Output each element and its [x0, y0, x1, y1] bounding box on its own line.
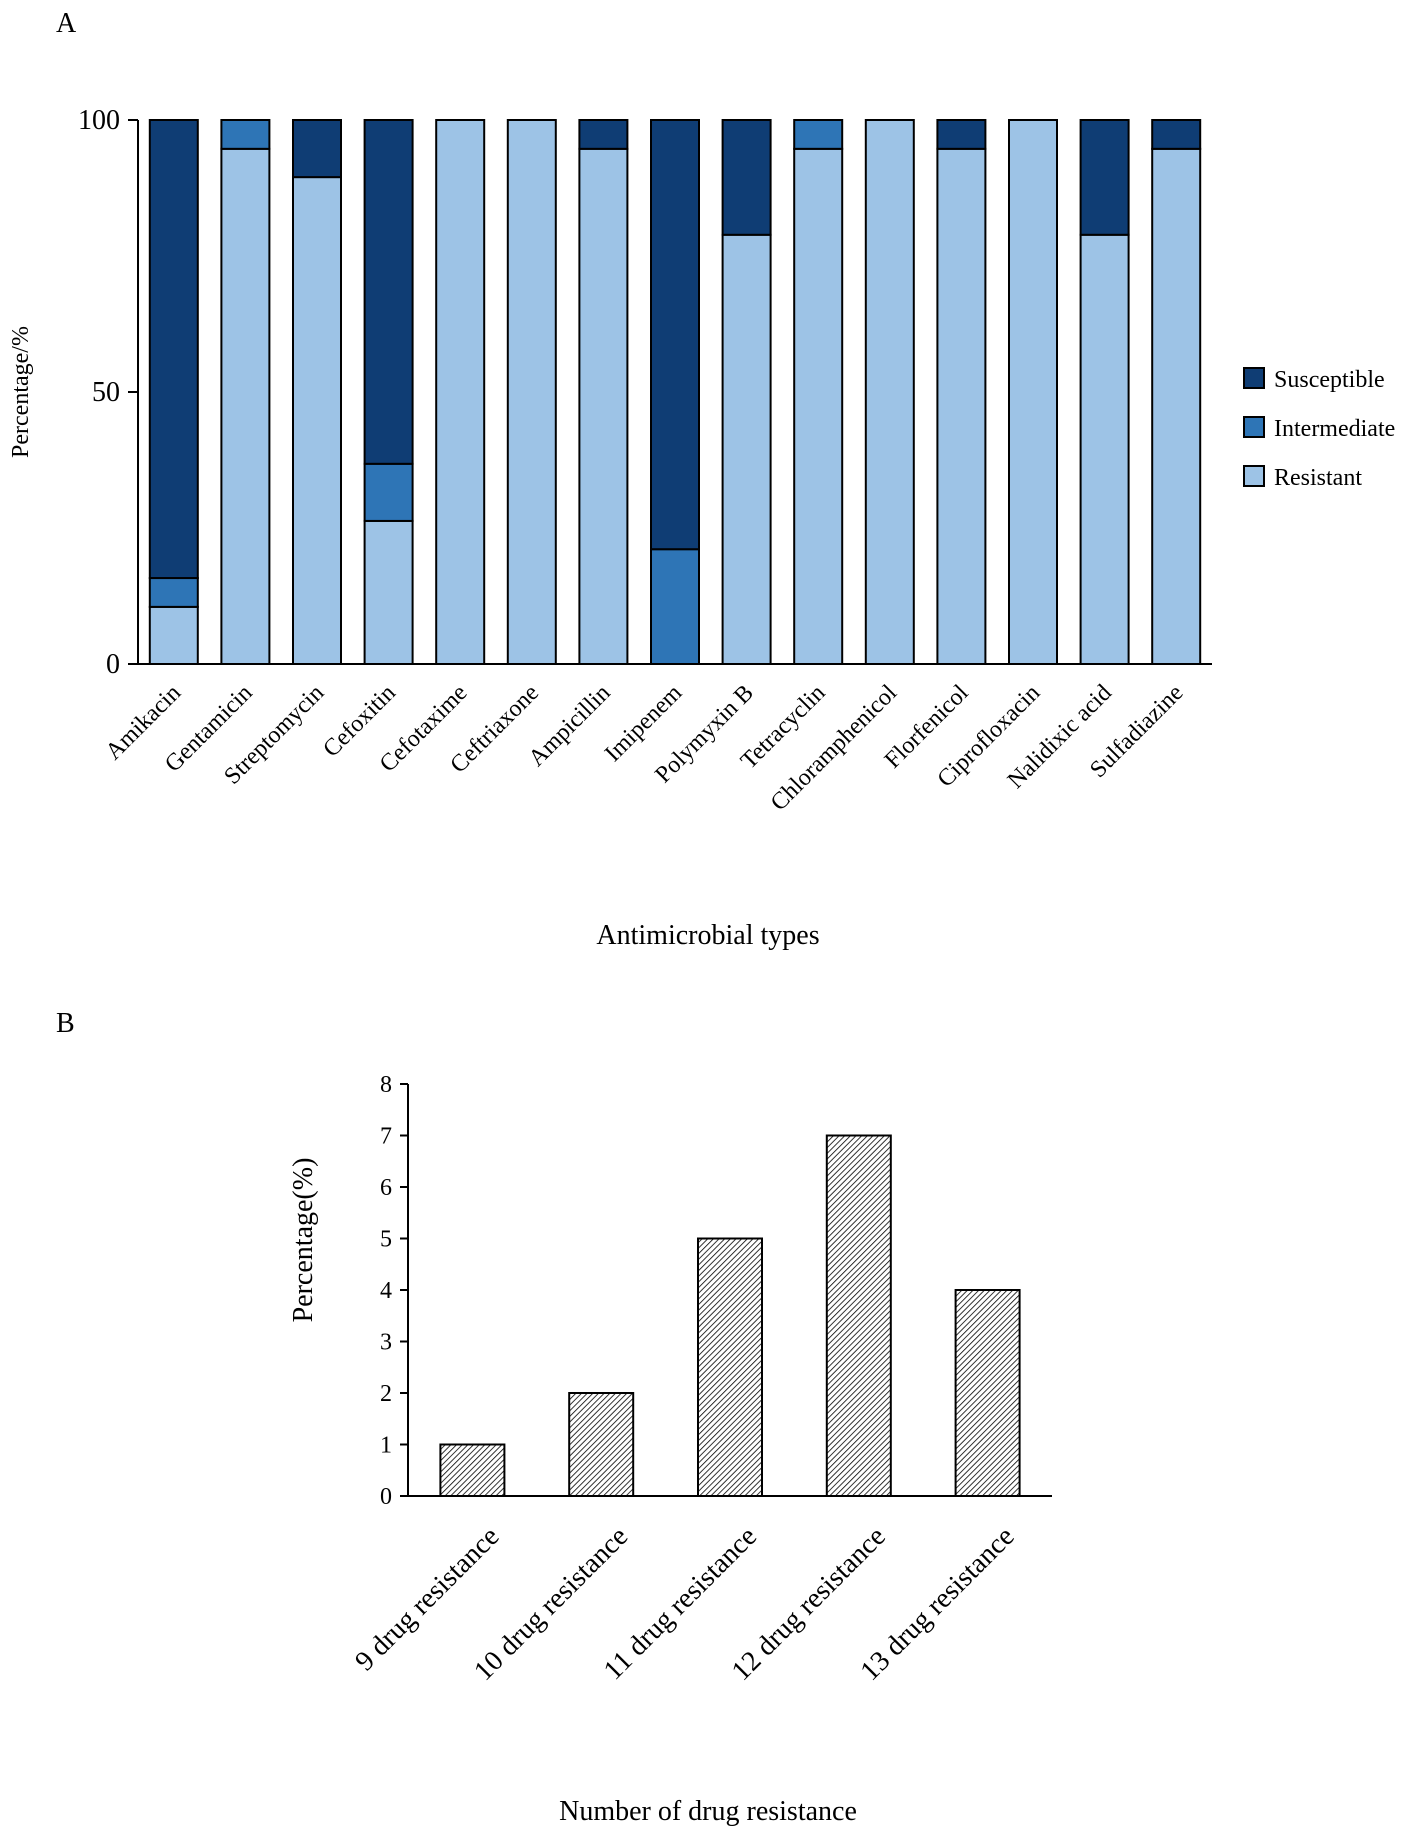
bar-streptomycin-resistant	[292, 176, 342, 665]
bar-nalidixic-acid-resistant	[1079, 233, 1130, 665]
bar-polymyxin-b-resistant	[721, 233, 772, 665]
y-tick-label-5: 5	[380, 1227, 392, 1253]
y-tick-label-7: 7	[380, 1124, 392, 1150]
bar-12-drug-resistance	[825, 1134, 892, 1497]
y-tick-label-0: 0	[380, 1484, 392, 1510]
panel-b-y-ticks: 0 1 2 3 4 5 6 7 8	[380, 1072, 408, 1510]
y-tick-label-8: 8	[380, 1072, 392, 1098]
legend-label-susceptible: Susceptible	[1274, 367, 1385, 393]
panel-b-bars	[439, 1134, 1021, 1497]
bar-10-drug-resistance	[568, 1392, 635, 1497]
y-tick-label-1: 1	[380, 1433, 392, 1459]
panel-a-bars	[148, 119, 1202, 666]
bar-amikacin-intermediate	[148, 577, 199, 608]
bar-ampicillin-resistant	[578, 147, 629, 666]
bar-cefoxitin-resistant	[363, 519, 414, 665]
legend-label-intermediate: Intermediate	[1274, 416, 1395, 442]
bar-amikacin-resistant	[148, 605, 199, 666]
bar-cefoxitin-susceptible	[363, 119, 414, 465]
bar-amikacin-susceptible	[148, 119, 199, 580]
panel-a-y-ticks: 0 50 100	[78, 105, 138, 680]
panel-b-label: B	[56, 1008, 75, 1039]
y-tick-label-4: 4	[380, 1278, 392, 1304]
bar-tetracyclin-resistant	[793, 147, 844, 666]
bar-florfenicol-susceptible	[936, 119, 987, 150]
bar-ceftriaxone-resistant	[506, 119, 557, 665]
panel-a-x-ticks: AmikacinGentamicinStreptomycinCefoxitinC…	[101, 680, 1189, 816]
bar-gentamicin-intermediate	[220, 119, 271, 150]
legend-swatch-susceptible	[1243, 367, 1265, 389]
bar-gentamicin-resistant	[220, 147, 271, 666]
panel-a-x-axis-label: Antimicrobial types	[596, 920, 819, 951]
panel-b-y-axis-label: Percentage(%)	[288, 1158, 319, 1323]
panel-a-chart: A 0 50 100 AmikacinGentamicinStreptomycinC…	[8, 8, 1395, 951]
panel-a-y-axis-label: Percentage/%	[8, 326, 34, 458]
bar-ciprofloxacin-resistant	[1008, 119, 1058, 665]
y-tick-label-100: 100	[78, 105, 120, 136]
bar-chloramphenicol-resistant	[864, 119, 915, 665]
bar-streptomycin-susceptible	[292, 119, 342, 179]
x-tick-label-chloramphenicol: Chloramphenicol	[766, 680, 902, 816]
bar-polymyxin-b-susceptible	[721, 119, 772, 236]
bar-13-drug-resistance	[954, 1289, 1021, 1497]
panel-a-label: A	[56, 8, 77, 39]
bar-cefoxitin-intermediate	[363, 462, 414, 522]
panel-b-x-axis-label: Number of drug resistance	[559, 1796, 857, 1827]
legend-label-resistant: Resistant	[1274, 465, 1362, 491]
y-tick-label-2: 2	[380, 1381, 392, 1407]
legend-swatch-intermediate	[1243, 416, 1265, 438]
y-tick-label-0: 0	[106, 649, 120, 680]
bar-imipenem-intermediate	[650, 548, 700, 665]
y-tick-label-50: 50	[92, 377, 120, 408]
bar-9-drug-resistance	[439, 1443, 506, 1497]
panel-a-legend: Susceptible Intermediate Resistant	[1243, 367, 1395, 491]
bar-11-drug-resistance	[697, 1237, 763, 1497]
bar-cefotaxime-resistant	[435, 119, 486, 665]
y-tick-label-3: 3	[380, 1330, 392, 1356]
legend-swatch-resistant	[1243, 465, 1265, 487]
y-tick-label-6: 6	[380, 1175, 392, 1201]
bar-tetracyclin-intermediate	[793, 119, 844, 150]
bar-nalidixic-acid-susceptible	[1079, 119, 1130, 236]
bar-sulfadiazine-susceptible	[1151, 119, 1202, 150]
bar-imipenem-susceptible	[650, 119, 700, 551]
bar-florfenicol-resistant	[936, 147, 987, 666]
bar-ampicillin-susceptible	[578, 119, 629, 150]
bar-sulfadiazine-resistant	[1151, 147, 1202, 666]
